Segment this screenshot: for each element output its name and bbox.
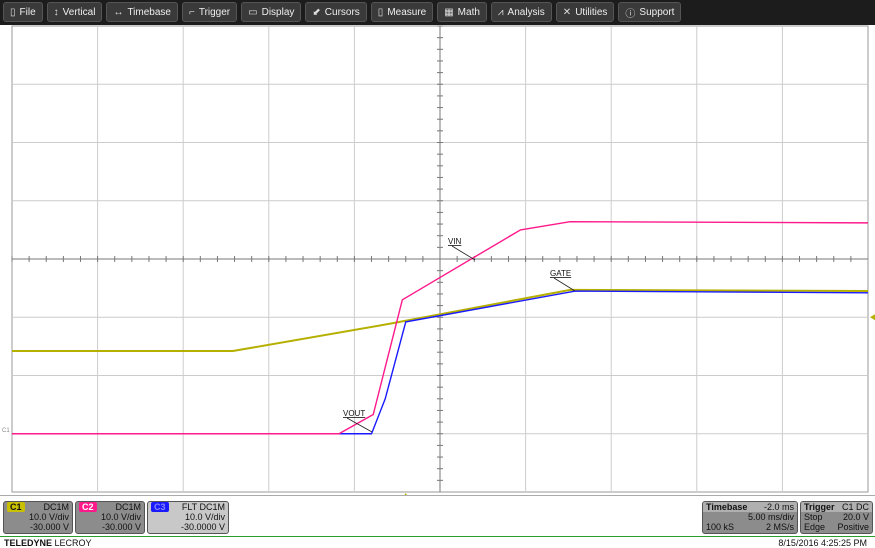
annotation-leader bbox=[346, 417, 373, 433]
divider bbox=[0, 536, 875, 537]
cursor-icon: ⬋ bbox=[312, 6, 321, 18]
timebase-label: Timebase bbox=[706, 502, 748, 512]
brand-logo: TELEDYNE LECROY bbox=[4, 538, 92, 548]
trigger-label: Trigger bbox=[804, 502, 835, 512]
menu-label: Measure bbox=[387, 6, 427, 18]
menu-label: Cursors bbox=[324, 6, 360, 18]
channel-c3-panel[interactable]: C3 FLT DC1M 10.0 V/div -30.0000 V bbox=[147, 501, 229, 534]
info-icon: ⓘ bbox=[625, 8, 636, 20]
menu-label: Support bbox=[639, 6, 675, 18]
display-icon: ▭ bbox=[248, 6, 258, 18]
menu-bar: ▯ File ↕ Vertical ↔ Timebase ⌐ Trigger ▭ Display ⬋… bbox=[0, 0, 875, 25]
c2-scale: 10.0 V/div bbox=[100, 512, 141, 522]
menu-support[interactable]: ⓘ Support bbox=[618, 2, 682, 22]
waveform-display[interactable]: GATE VIN VOUT C1 bbox=[0, 25, 875, 498]
channel-c2-panel[interactable]: C2 DC1M 10.0 V/div -30.000 V bbox=[75, 501, 145, 534]
trigger-level-marker bbox=[870, 314, 875, 321]
c1-coupling: DC1M bbox=[43, 502, 69, 512]
calculator-icon: ▦ bbox=[444, 6, 454, 18]
trigger-type: Edge bbox=[804, 522, 826, 532]
trigger-level: 20.0 V bbox=[842, 512, 869, 522]
c3-offset: -30.0000 V bbox=[180, 522, 225, 532]
annotation-gate: GATE bbox=[550, 269, 571, 278]
menu-cursors[interactable]: ⬋ Cursors bbox=[305, 2, 367, 22]
c3-coupling: FLT DC1M bbox=[181, 502, 225, 512]
menu-vertical[interactable]: ↕ Vertical bbox=[46, 2, 103, 22]
trigger-mode: Stop bbox=[804, 512, 823, 522]
trace-gate bbox=[12, 221, 869, 435]
c1-scale: 10.0 V/div bbox=[28, 512, 69, 522]
timestamp: 8/15/2016 4:25:25 PM bbox=[778, 538, 867, 548]
menu-label: Vertical bbox=[62, 6, 96, 18]
annotation-vin: VIN bbox=[448, 237, 462, 246]
status-area: C1 DC1M 10.0 V/div -30.000 V C2 DC1M 10.0 … bbox=[0, 495, 875, 548]
trigger-slope: Positive bbox=[837, 522, 869, 532]
timebase-rate: 2 MS/s bbox=[765, 522, 794, 532]
c2-offset: -30.000 V bbox=[101, 522, 141, 532]
trigger-source: C1 DC bbox=[841, 502, 869, 512]
menu-utilities[interactable]: ✕ Utilities bbox=[555, 2, 615, 22]
c3-scale: 10.0 V/div bbox=[184, 512, 225, 522]
horizontal-arrows-icon: ↔ bbox=[113, 6, 124, 18]
annotation-leader bbox=[553, 277, 576, 292]
annotation-leader bbox=[451, 245, 476, 261]
c3-badge: C3 bbox=[151, 502, 169, 512]
measure-icon: ▯ bbox=[377, 6, 384, 18]
menu-display[interactable]: ▭ Display bbox=[241, 2, 302, 22]
waveform-plot: GATE VIN VOUT C1 bbox=[2, 25, 875, 498]
menu-label: Analysis bbox=[507, 6, 545, 18]
annotation-vout: VOUT bbox=[343, 409, 365, 418]
menu-timebase[interactable]: ↔ Timebase bbox=[106, 2, 178, 22]
menu-label: Trigger bbox=[198, 6, 231, 18]
menu-label: Timebase bbox=[127, 6, 171, 18]
menu-measure[interactable]: ▯ Measure bbox=[370, 2, 434, 22]
chart-icon: ⩘ bbox=[497, 6, 504, 18]
menu-label: File bbox=[19, 6, 36, 18]
menu-trigger[interactable]: ⌐ Trigger bbox=[181, 2, 238, 22]
c1-badge: C1 bbox=[7, 502, 25, 512]
channel-c1-panel[interactable]: C1 DC1M 10.0 V/div -30.000 V bbox=[3, 501, 73, 534]
menu-analysis[interactable]: ⩘ Analysis bbox=[490, 2, 552, 22]
menu-file[interactable]: ▯ File bbox=[3, 2, 43, 22]
menu-math[interactable]: ▦ Math bbox=[437, 2, 487, 22]
clipboard-icon: ▯ bbox=[10, 6, 16, 18]
timebase-delay: -2.0 ms bbox=[763, 502, 794, 512]
vertical-arrows-icon: ↕ bbox=[53, 6, 59, 18]
timebase-panel[interactable]: Timebase -2.0 ms 5.00 ms/div 100 kS 2 MS/s bbox=[702, 501, 798, 534]
ground-marker: C1 bbox=[2, 428, 10, 434]
menu-label: Display bbox=[261, 6, 295, 18]
trace-vin bbox=[12, 288, 869, 353]
timebase-samples: 100 kS bbox=[706, 522, 735, 532]
c2-badge: C2 bbox=[79, 502, 97, 512]
c2-coupling: DC1M bbox=[115, 502, 141, 512]
trigger-flag-icon: ⌐ bbox=[188, 6, 195, 18]
c1-offset: -30.000 V bbox=[29, 522, 69, 532]
tools-icon: ✕ bbox=[562, 6, 572, 18]
trigger-panel[interactable]: Trigger C1 DC Stop 20.0 V Edge Positive bbox=[800, 501, 873, 534]
menu-label: Math bbox=[457, 6, 480, 18]
timebase-scale: 5.00 ms/div bbox=[747, 512, 794, 522]
menu-label: Utilities bbox=[575, 6, 608, 18]
